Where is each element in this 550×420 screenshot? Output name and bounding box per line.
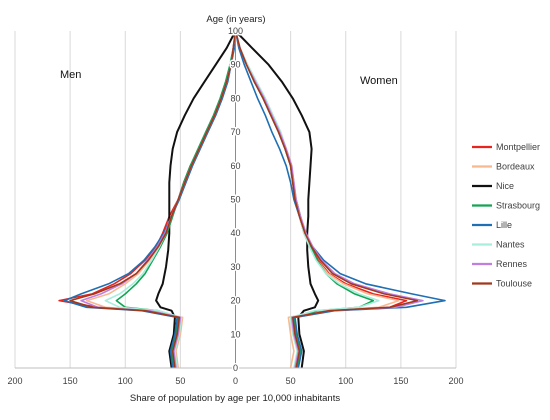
x-tick-label: 100 [118,376,133,386]
y-tick-label: 30 [230,262,240,272]
y-tick-label: 100 [228,26,243,36]
legend-label-nice: Nice [496,181,514,191]
x-tick-label: 150 [393,376,408,386]
series-line-nice-men [155,30,237,369]
x-tick-label: 50 [286,376,296,386]
y-tick-label: 40 [230,228,240,238]
grid-layer [14,31,457,368]
y-axis-title: Age (in years) [206,14,265,25]
series-line-nantes-women [234,30,380,369]
legend: Montpellier Bordeaux Nice Strasbourg Lille Na… [472,142,540,289]
legend-label-strasbourg: Strasbourg [496,201,540,211]
y-tick-label: 10 [230,329,240,339]
series-line-lille-men [63,30,237,369]
men-label: Men [60,69,81,81]
legend-label-rennes: Rennes [496,259,528,269]
y-tick-label: 70 [230,127,240,137]
series-line-toulouse-men [69,30,237,369]
series-layer [58,30,446,369]
x-tick-label: 200 [7,376,22,386]
series-line-nice-women [234,30,320,369]
y-tick-label: 60 [230,161,240,171]
x-tick-label: 150 [63,376,78,386]
x-tick-label: 200 [448,376,463,386]
axis-layer: 200 150 100 50 0 50 100 150 200 0 10 20 30 40 50 60 70 80… [7,25,463,387]
series-line-rennes-men [80,30,237,369]
x-tick-label: 50 [175,376,185,386]
series-line-toulouse-women [234,30,419,369]
series-line-lille-women [234,30,446,369]
legend-label-nantes: Nantes [496,240,525,250]
legend-label-montpellier: Montpellier [496,142,540,152]
x-tick-label: 0 [233,376,238,386]
y-tick-label: 50 [230,195,240,205]
legend-label-bordeaux: Bordeaux [496,162,535,172]
y-tick-label: 20 [230,296,240,306]
series-line-montpellier-men [58,30,237,369]
y-tick-label: 90 [230,60,240,70]
women-label: Women [360,75,398,87]
y-tick-label: 80 [230,93,240,103]
legend-label-lille: Lille [496,220,512,230]
x-axis-title: Share of population by age per 10,000 in… [130,393,340,404]
legend-label-toulouse: Toulouse [496,279,532,289]
series-line-bordeaux-men [85,30,237,369]
x-tick-label: 100 [338,376,353,386]
y-tick-label: 0 [233,363,238,373]
